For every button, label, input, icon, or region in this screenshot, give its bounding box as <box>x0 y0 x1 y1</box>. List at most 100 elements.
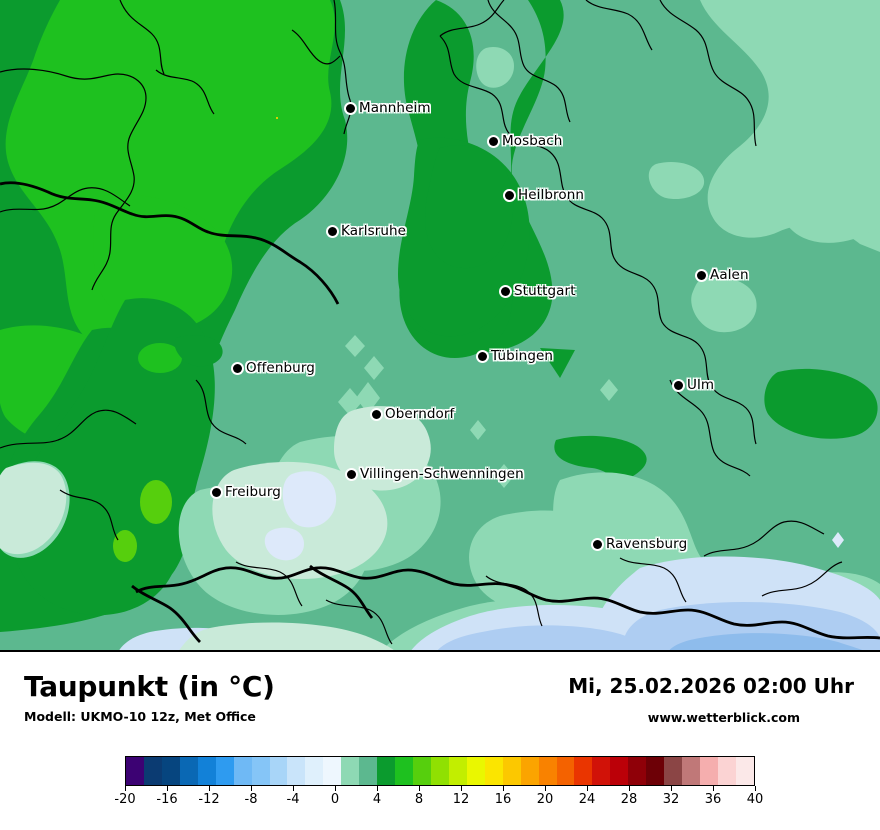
city-marker-oberndorf[interactable]: Oberndorf <box>372 406 454 422</box>
field-band-schwarzwald-2 <box>11 298 215 616</box>
scale-tick-label: 20 <box>536 792 554 807</box>
scale-tick-label: 40 <box>746 792 764 807</box>
city-dot-icon <box>501 286 510 296</box>
scale-tick <box>251 786 252 791</box>
scale-tick-label: -16 <box>156 792 178 807</box>
city-marker-mosbach[interactable]: Mosbach <box>489 133 562 149</box>
field-patch-midsouth <box>554 435 647 481</box>
color-swatch <box>251 757 270 785</box>
city-marker-villingen-schwenningen[interactable]: Villingen-Schwenningen <box>347 466 524 482</box>
scale-tick-label: -20 <box>114 792 136 807</box>
city-dot-icon <box>593 539 602 549</box>
scale-tick-label: 24 <box>578 792 596 807</box>
field-band-ne-small2 <box>648 161 705 200</box>
color-swatch <box>502 757 521 785</box>
field-band-sw-pale3 <box>179 622 394 650</box>
scale-tick-label: 32 <box>662 792 680 807</box>
field-diamond-b <box>364 356 384 380</box>
field-band-alps-blue-2 <box>437 625 654 650</box>
field-band-ne-pale-2 <box>770 16 880 243</box>
city-dot-icon <box>328 226 337 236</box>
color-swatch <box>197 757 216 785</box>
city-dot-icon <box>346 103 355 113</box>
city-marker-offenburg[interactable]: Offenburg <box>233 360 315 376</box>
field-blob-white-c <box>832 532 844 548</box>
scale-tick <box>377 786 378 791</box>
field-band-ne-small <box>476 46 514 88</box>
field-patch-offenburg <box>174 335 223 367</box>
city-marker-mannheim[interactable]: Mannheim <box>346 100 431 116</box>
scale-tick-label: 4 <box>372 792 382 807</box>
city-label: Aalen <box>710 267 749 283</box>
field-band-ravensburg-pale <box>469 510 629 616</box>
city-marker-stuttgart[interactable]: Stuttgart <box>501 283 576 299</box>
dewpoint-map[interactable]: Mannheim Mosbach Heilbronn Karlsruhe Aal… <box>0 0 880 652</box>
scale-tick-label: -8 <box>244 792 258 807</box>
color-swatch <box>323 757 342 785</box>
color-swatch <box>215 757 234 785</box>
footer-panel: Taupunkt (in °C) Modell: UKMO-10 12z, Me… <box>0 652 880 830</box>
color-swatch <box>269 757 288 785</box>
city-marker-aalen[interactable]: Aalen <box>697 267 749 283</box>
city-marker-ulm[interactable]: Ulm <box>674 377 714 393</box>
admin-borders-thin <box>0 0 843 645</box>
field-blob-bright-a <box>140 480 172 524</box>
scale-tick <box>461 786 462 791</box>
color-swatch <box>448 757 467 785</box>
scale-tick <box>209 786 210 791</box>
field-blob-bright-c <box>138 343 182 373</box>
scale-tick <box>713 786 714 791</box>
scale-tick <box>419 786 420 791</box>
map-canvas <box>0 0 880 650</box>
field-band-ne-lobe <box>691 277 757 333</box>
city-label: Freiburg <box>225 484 281 500</box>
city-label: Stuttgart <box>514 283 576 299</box>
city-marker-ravensburg[interactable]: Ravensburg <box>593 536 687 552</box>
color-swatch <box>682 757 700 785</box>
color-swatch <box>484 757 503 785</box>
scale-tick <box>293 786 294 791</box>
scale-tick-label: 12 <box>452 792 470 807</box>
scale-tick <box>629 786 630 791</box>
color-swatch <box>143 757 162 785</box>
color-swatch <box>287 757 306 785</box>
city-marker-heilbronn[interactable]: Heilbronn <box>505 187 584 203</box>
city-dot-icon <box>489 136 498 146</box>
field-diamond-a <box>338 388 362 416</box>
color-swatch <box>574 757 593 785</box>
color-swatch <box>700 757 718 785</box>
scale-tick-label: -4 <box>286 792 300 807</box>
field-patch-east-ulm <box>764 368 878 439</box>
field-diamond-c <box>494 464 514 488</box>
color-swatch <box>520 757 539 785</box>
color-swatch <box>628 757 647 785</box>
scale-tick <box>587 786 588 791</box>
scale-tick <box>167 786 168 791</box>
scale-tick <box>545 786 546 791</box>
color-swatch <box>126 757 144 785</box>
field-band-alps-deepblue <box>669 633 863 650</box>
city-marker-tuebingen[interactable]: Tübingen <box>478 348 553 364</box>
color-swatch <box>305 757 324 785</box>
scale-tick-label: -12 <box>198 792 220 807</box>
color-swatch <box>664 757 683 785</box>
field-band-very-pale-left <box>0 462 67 555</box>
city-dot-icon <box>233 363 242 373</box>
field-band-heilbronn-green <box>425 145 514 269</box>
color-swatch <box>359 757 378 785</box>
color-swatch <box>646 757 665 785</box>
city-marker-karlsruhe[interactable]: Karlsruhe <box>328 223 406 239</box>
city-marker-freiburg[interactable]: Freiburg <box>212 484 281 500</box>
color-scale-bar <box>125 756 755 786</box>
field-blob-white-a <box>282 471 337 528</box>
color-swatch <box>556 757 575 785</box>
city-dot-icon <box>347 469 356 479</box>
city-label: Mosbach <box>502 133 563 149</box>
scale-tick-label: 28 <box>620 792 638 807</box>
city-label: Ulm <box>687 377 715 393</box>
color-swatch <box>592 757 611 785</box>
color-swatch <box>179 757 198 785</box>
field-diamond-g <box>600 379 618 401</box>
scale-tick <box>125 786 126 791</box>
